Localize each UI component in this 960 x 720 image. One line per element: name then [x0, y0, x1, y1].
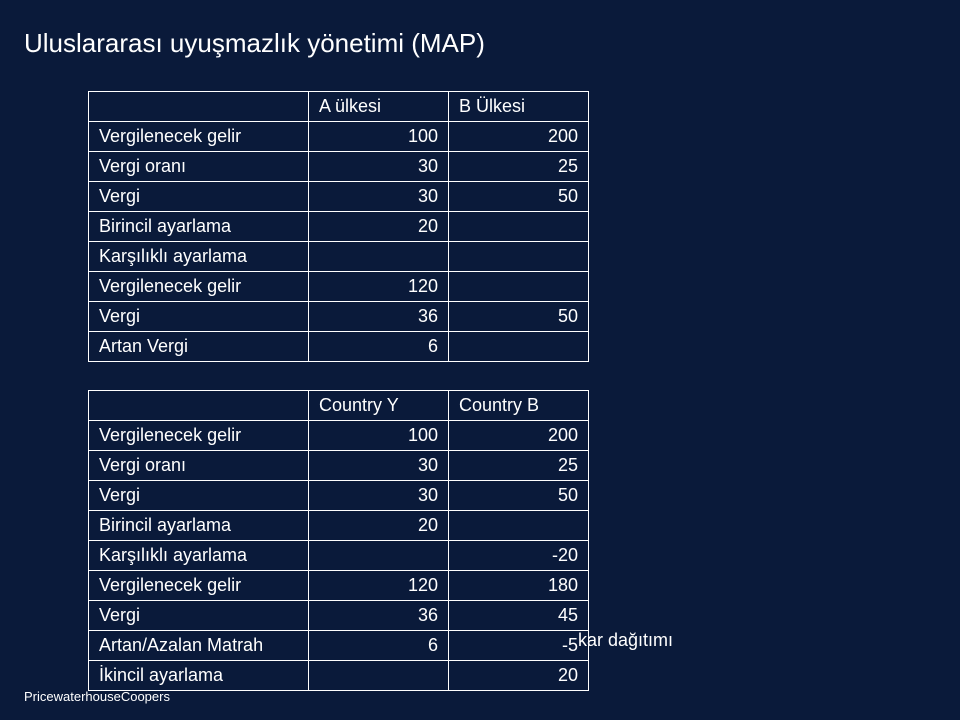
cell-label: Karşılıklı ayarlama — [89, 541, 309, 571]
table-row: A ülkesi B Ülkesi — [89, 92, 589, 122]
cell-b — [449, 272, 589, 302]
cell-label: Vergi — [89, 601, 309, 631]
cell-b: 200 — [449, 122, 589, 152]
cell-b: 50 — [449, 481, 589, 511]
cell-b — [449, 242, 589, 272]
cell-a: 20 — [309, 511, 449, 541]
cell-label: Vergi oranı — [89, 152, 309, 182]
cell-a: 120 — [309, 272, 449, 302]
cell-label: Birincil ayarlama — [89, 212, 309, 242]
table-row: Vergilenecek gelir 100 200 — [89, 122, 589, 152]
cell-a: 120 — [309, 571, 449, 601]
table-row: Karşılıklı ayarlama — [89, 242, 589, 272]
cell-a: 30 — [309, 182, 449, 212]
header-a: A ülkesi — [309, 92, 449, 122]
table-row: Vergilenecek gelir 120 180 — [89, 571, 589, 601]
header-b: B Ülkesi — [449, 92, 589, 122]
cell-b: 50 — [449, 302, 589, 332]
table-row: Vergi 30 50 — [89, 481, 589, 511]
cell-a — [309, 242, 449, 272]
cell-b: 25 — [449, 152, 589, 182]
cell-label: Vergilenecek gelir — [89, 272, 309, 302]
cell-label: Vergi — [89, 182, 309, 212]
cell-b: 20 — [449, 661, 589, 691]
cell-b — [449, 212, 589, 242]
table-row: Vergilenecek gelir 100 200 — [89, 421, 589, 451]
header-b: Country B — [449, 391, 589, 421]
cell-b: 200 — [449, 421, 589, 451]
cell-a: 100 — [309, 421, 449, 451]
cell-b — [449, 511, 589, 541]
cell-label: Karşılıklı ayarlama — [89, 242, 309, 272]
cell-label: Vergilenecek gelir — [89, 571, 309, 601]
table-row: Karşılıklı ayarlama -20 — [89, 541, 589, 571]
table-row: Vergi 36 50 — [89, 302, 589, 332]
table-2: Country Y Country B Vergilenecek gelir 1… — [88, 390, 936, 691]
cell-label: Artan Vergi — [89, 332, 309, 362]
cell-a: 30 — [309, 152, 449, 182]
table-row: Country Y Country B — [89, 391, 589, 421]
cell-a: 6 — [309, 631, 449, 661]
cell-b: 25 — [449, 451, 589, 481]
table-row: Birincil ayarlama 20 — [89, 212, 589, 242]
page-title: Uluslararası uyuşmazlık yönetimi (MAP) — [24, 28, 936, 59]
table-row: Vergilenecek gelir 120 — [89, 272, 589, 302]
table-row: Vergi oranı 30 25 — [89, 152, 589, 182]
table-row: İkincil ayarlama 20 — [89, 661, 589, 691]
cell-label: Vergilenecek gelir — [89, 421, 309, 451]
table-row: Vergi 30 50 — [89, 182, 589, 212]
cell-a: 36 — [309, 601, 449, 631]
table-1: A ülkesi B Ülkesi Vergilenecek gelir 100… — [88, 91, 936, 362]
cell-b — [449, 332, 589, 362]
cell-a: 20 — [309, 212, 449, 242]
cell-b: 45 — [449, 601, 589, 631]
cell-label: Birincil ayarlama — [89, 511, 309, 541]
cell-a: 36 — [309, 302, 449, 332]
cell-b: -20 — [449, 541, 589, 571]
extra-note: kar dağıtımı — [578, 630, 673, 651]
cell-a — [309, 661, 449, 691]
cell-label: Vergi — [89, 481, 309, 511]
cell-b: 180 — [449, 571, 589, 601]
cell-label: İkincil ayarlama — [89, 661, 309, 691]
cell-label: Artan/Azalan Matrah — [89, 631, 309, 661]
table-row: Birincil ayarlama 20 — [89, 511, 589, 541]
table-row: Vergi 36 45 — [89, 601, 589, 631]
cell-a: 6 — [309, 332, 449, 362]
cell-label: Vergi oranı — [89, 451, 309, 481]
cell-label: Vergilenecek gelir — [89, 122, 309, 152]
table-row: Vergi oranı 30 25 — [89, 451, 589, 481]
table-row: Artan Vergi 6 — [89, 332, 589, 362]
cell-a: 100 — [309, 122, 449, 152]
cell-a — [309, 541, 449, 571]
header-label — [89, 92, 309, 122]
cell-b: -5 — [449, 631, 589, 661]
cell-a: 30 — [309, 451, 449, 481]
table-row: Artan/Azalan Matrah 6 -5 — [89, 631, 589, 661]
header-a: Country Y — [309, 391, 449, 421]
footer-brand: PricewaterhouseCoopers — [24, 689, 170, 704]
cell-a: 30 — [309, 481, 449, 511]
cell-label: Vergi — [89, 302, 309, 332]
header-label — [89, 391, 309, 421]
cell-b: 50 — [449, 182, 589, 212]
